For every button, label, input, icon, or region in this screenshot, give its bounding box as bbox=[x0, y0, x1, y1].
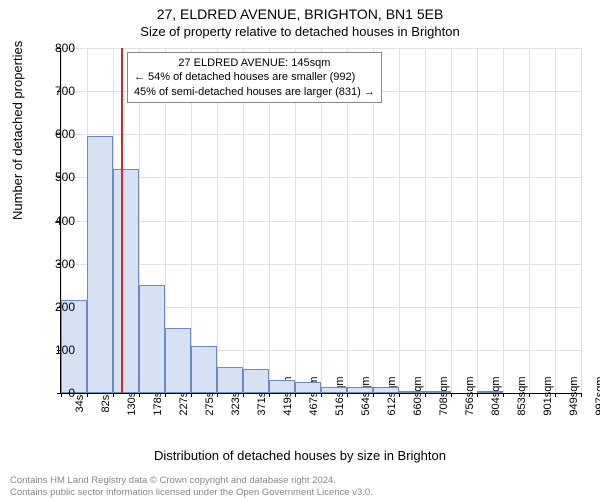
bar bbox=[347, 387, 373, 393]
xtick-label: 997sqm bbox=[594, 376, 600, 415]
xtick-mark bbox=[321, 393, 322, 397]
bar bbox=[217, 367, 243, 393]
bar bbox=[269, 380, 295, 393]
xtick-label: 516sqm bbox=[334, 376, 346, 415]
footer-line: Contains HM Land Registry data © Crown c… bbox=[10, 475, 590, 486]
ytick-label: 0 bbox=[45, 386, 75, 400]
bar bbox=[113, 169, 139, 393]
xtick-mark bbox=[477, 393, 478, 397]
x-axis-label: Distribution of detached houses by size … bbox=[0, 448, 600, 463]
grid-line bbox=[529, 48, 530, 393]
xtick-label: 708sqm bbox=[438, 376, 450, 415]
y-axis-label: Number of detached properties bbox=[10, 41, 25, 220]
xtick-label: 804sqm bbox=[490, 376, 502, 415]
ytick-label: 300 bbox=[45, 257, 75, 271]
ytick-label: 700 bbox=[45, 84, 75, 98]
xtick-mark bbox=[451, 393, 452, 397]
bar bbox=[425, 391, 451, 393]
xtick-mark bbox=[191, 393, 192, 397]
ytick-label: 400 bbox=[45, 214, 75, 228]
bar bbox=[165, 328, 191, 393]
ytick-label: 800 bbox=[45, 41, 75, 55]
xtick-mark bbox=[503, 393, 504, 397]
ytick-label: 200 bbox=[45, 300, 75, 314]
xtick-label: 853sqm bbox=[516, 376, 528, 415]
xtick-mark bbox=[217, 393, 218, 397]
bar bbox=[399, 391, 425, 393]
ytick-label: 100 bbox=[45, 343, 75, 357]
chart-container: 27, ELDRED AVENUE, BRIGHTON, BN1 5EB Siz… bbox=[0, 0, 600, 500]
bar bbox=[139, 285, 165, 393]
grid-line bbox=[425, 48, 426, 393]
marker-line bbox=[121, 48, 123, 393]
footer-attribution: Contains HM Land Registry data © Crown c… bbox=[10, 475, 590, 498]
xtick-label: 564sqm bbox=[360, 376, 372, 415]
grid-line bbox=[399, 48, 400, 393]
xtick-mark bbox=[243, 393, 244, 397]
annotation-box: 27 ELDRED AVENUE: 145sqm← 54% of detache… bbox=[127, 52, 382, 103]
xtick-mark bbox=[529, 393, 530, 397]
bar bbox=[191, 346, 217, 393]
footer-line: Contains public sector information licen… bbox=[10, 487, 590, 498]
xtick-mark bbox=[581, 393, 582, 397]
grid-line bbox=[581, 48, 582, 393]
bar bbox=[321, 387, 347, 393]
chart-subtitle: Size of property relative to detached ho… bbox=[0, 22, 600, 39]
bar bbox=[477, 391, 503, 393]
xtick-mark bbox=[373, 393, 374, 397]
xtick-mark bbox=[139, 393, 140, 397]
grid-line bbox=[477, 48, 478, 393]
bar bbox=[295, 382, 321, 393]
grid-line bbox=[503, 48, 504, 393]
xtick-mark bbox=[295, 393, 296, 397]
xtick-label: 660sqm bbox=[412, 376, 424, 415]
xtick-mark bbox=[347, 393, 348, 397]
bar bbox=[373, 387, 399, 393]
xtick-mark bbox=[87, 393, 88, 397]
xtick-mark bbox=[113, 393, 114, 397]
ytick-label: 500 bbox=[45, 170, 75, 184]
bar bbox=[87, 136, 113, 393]
annotation-line: 27 ELDRED AVENUE: 145sqm bbox=[134, 56, 375, 70]
bar bbox=[243, 369, 269, 393]
xtick-label: 949sqm bbox=[568, 376, 580, 415]
plot-area: 34sqm82sqm130sqm178sqm227sqm275sqm323sqm… bbox=[60, 48, 581, 394]
annotation-line: 45% of semi-detached houses are larger (… bbox=[134, 85, 375, 99]
xtick-mark bbox=[399, 393, 400, 397]
xtick-label: 612sqm bbox=[386, 376, 398, 415]
xtick-mark bbox=[555, 393, 556, 397]
ytick-label: 600 bbox=[45, 127, 75, 141]
xtick-label: 756sqm bbox=[464, 376, 476, 415]
xtick-mark bbox=[165, 393, 166, 397]
xtick-mark bbox=[269, 393, 270, 397]
grid-line bbox=[451, 48, 452, 393]
xtick-label: 901sqm bbox=[542, 376, 554, 415]
grid-line bbox=[555, 48, 556, 393]
chart-title: 27, ELDRED AVENUE, BRIGHTON, BN1 5EB bbox=[0, 0, 600, 22]
annotation-line: ← 54% of detached houses are smaller (99… bbox=[134, 70, 375, 84]
xtick-mark bbox=[425, 393, 426, 397]
